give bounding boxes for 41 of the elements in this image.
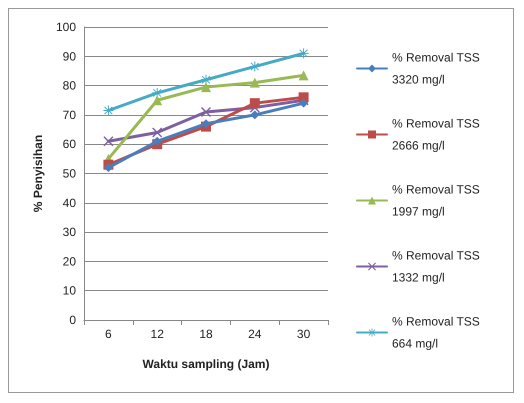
point xyxy=(298,70,309,80)
legend-label: % Removal TSS 664 mg/l xyxy=(392,314,486,350)
point xyxy=(202,119,210,128)
y-tick-label: 40 xyxy=(62,196,76,210)
x-tick-label: 18 xyxy=(199,327,213,341)
legend-label: % Removal TSS 2666 mg/l xyxy=(392,116,486,152)
point xyxy=(103,106,114,116)
x-tick-label: 12 xyxy=(150,327,164,341)
legend-label: % Removal TSS 1332 mg/l xyxy=(392,248,486,284)
point xyxy=(152,136,162,146)
point xyxy=(298,48,309,58)
point xyxy=(152,127,162,138)
y-axis-title: % Penyisihan xyxy=(31,134,45,212)
point xyxy=(250,78,260,88)
y-tick-label: 80 xyxy=(62,78,76,93)
y-tick-label: 100 xyxy=(56,20,76,34)
legend-label: % Removal TSS 3320 mg/l xyxy=(392,50,486,86)
x-tick-label: 6 xyxy=(105,327,112,341)
point xyxy=(103,136,114,146)
point xyxy=(152,95,162,106)
y-tick-label: 60 xyxy=(62,137,76,152)
y-tick-label: 0 xyxy=(69,313,76,327)
point xyxy=(201,74,211,85)
y-tick-label: 70 xyxy=(62,108,76,122)
point xyxy=(250,98,260,108)
y-tick-label: 10 xyxy=(62,284,76,298)
legend-label: % Removal TSS 1997 mg/l xyxy=(392,182,486,218)
point xyxy=(201,82,211,92)
y-tick-label: 30 xyxy=(62,225,76,240)
y-tick-label: 20 xyxy=(62,254,76,268)
x-axis-title: Waktu sampling (Jam) xyxy=(142,357,270,371)
point xyxy=(299,98,308,108)
point xyxy=(201,106,211,117)
point xyxy=(250,110,260,120)
point xyxy=(152,88,162,98)
y-tick-label: 50 xyxy=(62,166,76,180)
x-tick-label: 24 xyxy=(248,327,262,341)
point xyxy=(104,163,113,172)
x-tick-label: 30 xyxy=(296,327,311,341)
point xyxy=(250,62,260,72)
y-tick-label: 90 xyxy=(62,49,76,64)
